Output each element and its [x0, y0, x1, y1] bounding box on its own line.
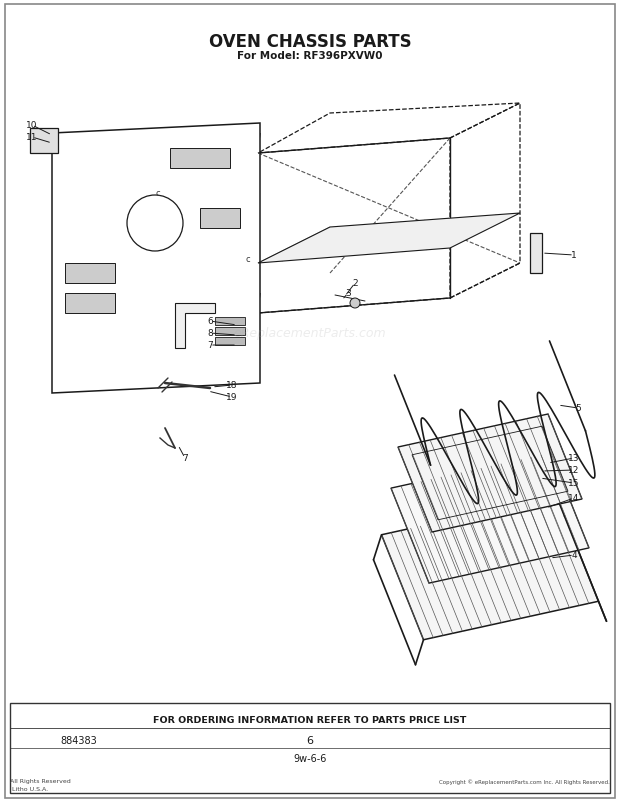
Polygon shape — [398, 414, 582, 532]
Text: Litho U.S.A.: Litho U.S.A. — [12, 786, 48, 792]
Polygon shape — [530, 234, 542, 274]
Text: OVEN CHASSIS PARTS: OVEN CHASSIS PARTS — [209, 33, 411, 51]
Text: 3: 3 — [345, 289, 351, 298]
Polygon shape — [215, 318, 245, 325]
Polygon shape — [381, 496, 598, 640]
Circle shape — [350, 299, 360, 308]
Text: All Rights Reserved: All Rights Reserved — [10, 779, 71, 784]
Text: c: c — [246, 255, 250, 263]
Polygon shape — [391, 454, 589, 583]
Text: FOR ORDERING INFORMATION REFER TO PARTS PRICE LIST: FOR ORDERING INFORMATION REFER TO PARTS … — [153, 715, 467, 724]
Polygon shape — [65, 294, 115, 314]
Text: 12: 12 — [569, 466, 580, 475]
Polygon shape — [175, 304, 215, 349]
Polygon shape — [215, 337, 245, 345]
Polygon shape — [215, 328, 245, 336]
Polygon shape — [65, 263, 115, 283]
Text: 9w-6-6: 9w-6-6 — [293, 753, 327, 763]
Text: 7: 7 — [207, 341, 213, 350]
Text: 13: 13 — [569, 454, 580, 463]
Text: 5: 5 — [575, 404, 581, 413]
Polygon shape — [170, 149, 230, 169]
Text: eReplacementParts.com: eReplacementParts.com — [234, 327, 386, 340]
Text: c: c — [156, 190, 161, 198]
Polygon shape — [258, 214, 520, 263]
Text: 15: 15 — [569, 479, 580, 488]
Text: 11: 11 — [26, 133, 38, 142]
Text: 884383: 884383 — [60, 735, 97, 745]
Text: 1: 1 — [571, 251, 577, 260]
Text: 2: 2 — [352, 279, 358, 288]
Text: 6: 6 — [306, 735, 314, 745]
Text: For Model: RF396PXVW0: For Model: RF396PXVW0 — [237, 51, 383, 61]
Text: 8: 8 — [207, 329, 213, 338]
Text: 10: 10 — [26, 121, 38, 130]
Text: 14: 14 — [569, 494, 580, 503]
Polygon shape — [200, 209, 240, 229]
Text: 7: 7 — [182, 454, 188, 463]
Text: 18: 18 — [226, 381, 237, 390]
Text: 6: 6 — [207, 317, 213, 326]
Circle shape — [127, 196, 183, 251]
Text: 4: 4 — [571, 551, 577, 560]
Polygon shape — [30, 128, 58, 154]
Polygon shape — [52, 124, 260, 393]
Text: Copyright © eReplacementParts.com Inc. All Rights Reserved.: Copyright © eReplacementParts.com Inc. A… — [439, 778, 610, 784]
Text: 19: 19 — [226, 393, 237, 402]
